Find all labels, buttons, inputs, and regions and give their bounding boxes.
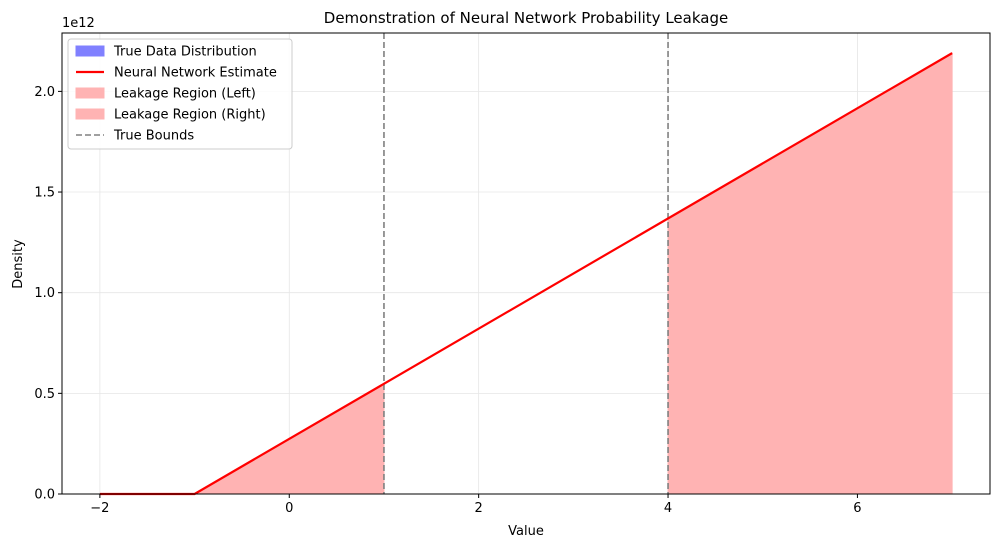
legend-label: Neural Network Estimate — [114, 66, 277, 81]
legend-swatch — [75, 45, 105, 57]
x-tick-label: 6 — [853, 501, 861, 516]
x-tick-label: 4 — [664, 501, 672, 516]
y-tick-label: 0.0 — [34, 488, 55, 503]
y-tick-label: 0.5 — [34, 387, 55, 402]
x-tick-label: −2 — [90, 501, 109, 516]
x-tick-label: 0 — [285, 501, 293, 516]
area-leakage-region-left — [99, 382, 385, 495]
chart-title: Demonstration of Neural Network Probabil… — [324, 9, 728, 27]
legend-box — [67, 38, 293, 150]
y-tick-label: 1.5 — [34, 186, 55, 201]
legend-swatch — [75, 108, 105, 120]
y-tick-label: 1.0 — [34, 286, 55, 301]
x-tick-label: 2 — [475, 501, 483, 516]
y-tick-label: 2.0 — [34, 85, 55, 100]
legend-label: True Data Distribution — [113, 45, 257, 60]
y-offset-label: 1e12 — [62, 16, 95, 31]
area-leakage-region-right — [667, 52, 953, 495]
legend: True Data Distribution Neural Network Est… — [67, 38, 293, 150]
legend-label: Leakage Region (Right) — [114, 108, 266, 123]
plot-frame — [61, 32, 991, 495]
legend-label: True Bounds — [113, 129, 194, 144]
y-axis-label: Density — [11, 239, 26, 289]
legend-swatch — [75, 87, 105, 99]
legend-label: Leakage Region (Left) — [114, 87, 256, 102]
x-axis-label: Value — [508, 524, 544, 539]
axes: −2 0 2 4 6 0.0 0.5 1.0 1.5 2.0 — [34, 32, 991, 516]
